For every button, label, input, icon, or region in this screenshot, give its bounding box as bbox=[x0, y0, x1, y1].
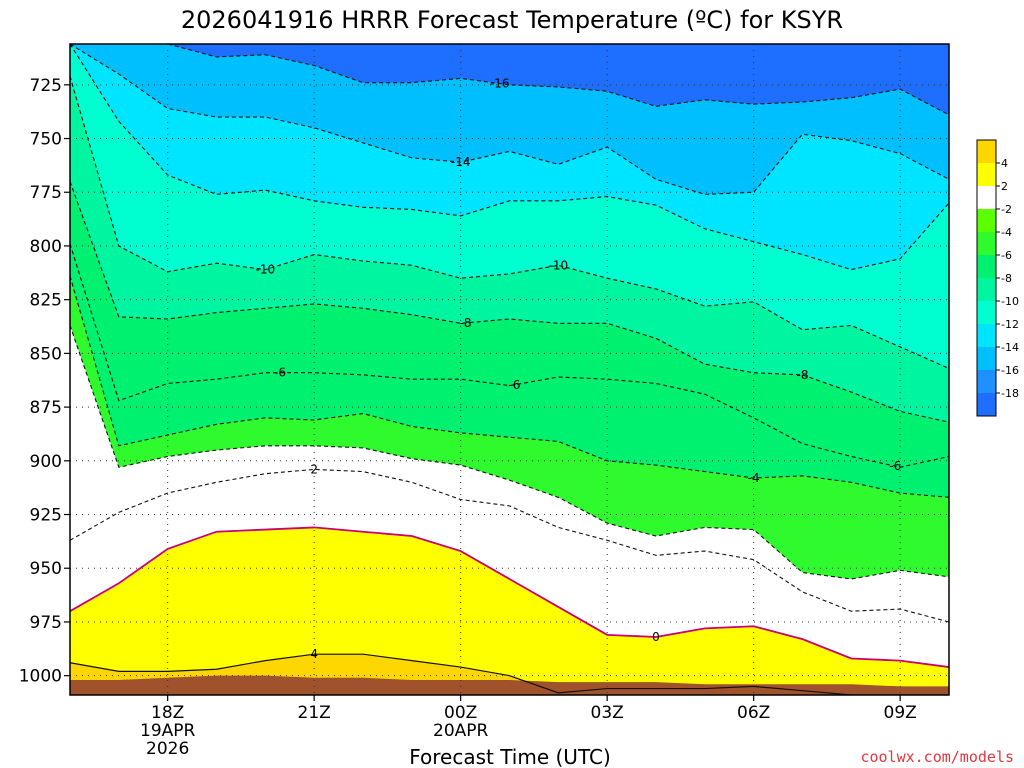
colorbar-label: -4 bbox=[1001, 226, 1012, 239]
plot-area: -16 -14 -10 -10 -8 -8 -6 -6 -6 -4 2 0 4 bbox=[69, 43, 950, 696]
colorbar-label: -16 bbox=[1001, 364, 1019, 377]
contour-label-text: -6 bbox=[508, 378, 520, 392]
contour-label-text: -6 bbox=[274, 366, 286, 380]
contour-label: 0 bbox=[652, 630, 660, 644]
y-tick-label: 800 bbox=[30, 237, 62, 257]
contour-line-2 bbox=[70, 468, 949, 623]
chart-title: 2026041916 HRRR Forecast Temperature (ºC… bbox=[181, 6, 843, 34]
band-below-0 bbox=[70, 527, 949, 695]
colorbar-swatch bbox=[977, 278, 996, 301]
contour-label-text: -16 bbox=[490, 77, 510, 91]
colorbar-swatch bbox=[977, 370, 996, 393]
colorbar-swatch bbox=[977, 393, 996, 416]
contour-label: -6 bbox=[889, 459, 901, 473]
contour-label: -10 bbox=[549, 258, 569, 272]
x-tick-label: 00Z bbox=[444, 703, 477, 723]
y-tick-label: 925 bbox=[30, 506, 62, 526]
contour-line-0 bbox=[70, 526, 949, 668]
contour-line--2 bbox=[70, 325, 949, 580]
y-tick-label: 950 bbox=[30, 559, 62, 579]
x-tick-label: 21Z bbox=[298, 703, 331, 723]
contour-label-text: -10 bbox=[549, 258, 569, 272]
x-tick-date: 19APR bbox=[140, 721, 196, 741]
contour-label-text: -14 bbox=[451, 155, 471, 169]
y-tick-label: 825 bbox=[30, 291, 62, 311]
credit-text: coolwx.com/models bbox=[860, 748, 1014, 766]
colorbar-label: -14 bbox=[1001, 341, 1019, 354]
colorbar-label: -18 bbox=[1001, 387, 1019, 400]
contour-lines bbox=[70, 44, 949, 695]
contour-line-4 bbox=[70, 653, 949, 695]
colorbar-label: 4 bbox=[1001, 157, 1008, 170]
colorbar-swatch bbox=[977, 232, 996, 255]
x-tick-label: 03Z bbox=[591, 703, 624, 723]
colorbar-swatch bbox=[977, 163, 996, 186]
contour-line--16 bbox=[70, 44, 949, 116]
x-axis-label: Forecast Time (UTC) bbox=[409, 745, 611, 768]
x-tick-label: 09Z bbox=[884, 703, 917, 723]
colorbar-swatch bbox=[977, 255, 996, 278]
x-tick-label: 18Z bbox=[151, 703, 184, 723]
colorbar-label: -8 bbox=[1001, 272, 1012, 285]
colorbar-label: -6 bbox=[1001, 249, 1012, 262]
contour-label-text: -8 bbox=[460, 316, 472, 330]
contour-labels: -16 -14 -10 -10 -8 -8 -6 -6 -6 -4 2 0 4 bbox=[256, 77, 902, 662]
contour-label: -8 bbox=[460, 316, 472, 330]
colorbar-swatch bbox=[977, 301, 996, 324]
contour-label: -4 bbox=[748, 471, 760, 485]
y-tick-label: 1000 bbox=[19, 667, 62, 687]
y-tick-label: 775 bbox=[30, 183, 62, 203]
surface-fill bbox=[70, 675, 949, 695]
y-tick-label: 900 bbox=[30, 452, 62, 472]
contour-label: -16 bbox=[490, 77, 510, 91]
contour-label-text: -10 bbox=[256, 263, 276, 277]
plot-frame bbox=[69, 43, 950, 696]
contour-label: -6 bbox=[274, 366, 286, 380]
contour-label-text: -8 bbox=[797, 368, 809, 382]
colorbar-label: -10 bbox=[1001, 295, 1019, 308]
colorbar-swatch bbox=[977, 347, 996, 370]
contour-label-text: 2 bbox=[310, 462, 318, 476]
x-tick-year: 2026 bbox=[146, 739, 189, 759]
colorbar-swatch bbox=[977, 209, 996, 232]
contour-line--10 bbox=[70, 76, 949, 369]
contour-label-text: -4 bbox=[748, 471, 760, 485]
colorbar-swatch bbox=[977, 186, 996, 209]
temperature-bands bbox=[70, 44, 949, 695]
y-tick-label: 750 bbox=[30, 130, 62, 150]
colorbar-label: -2 bbox=[1001, 203, 1012, 216]
contour-label: -14 bbox=[451, 155, 471, 169]
contour-line--4 bbox=[70, 275, 949, 498]
colorbar-label: -12 bbox=[1001, 318, 1019, 331]
terrain-surface bbox=[70, 675, 949, 695]
contour-label-text: -6 bbox=[889, 459, 901, 473]
colorbar-legend: 4 2 -2 -4 -6 -8 -10 -12 -14 -16 -18 bbox=[976, 139, 1019, 417]
contour-label: -8 bbox=[797, 368, 809, 382]
contour-label: -6 bbox=[508, 378, 520, 392]
y-tick-label: 850 bbox=[30, 344, 62, 364]
colorbar-swatch bbox=[977, 140, 996, 163]
x-tick-label: 06Z bbox=[737, 703, 770, 723]
contour-line--12 bbox=[70, 44, 949, 271]
y-tick-label: 975 bbox=[30, 613, 62, 633]
pressure-axis: 725 750 775 800 825 850 875 900 925 950 975 1000 bbox=[19, 76, 70, 687]
colorbar-swatch bbox=[977, 324, 996, 347]
x-tick-date: 20APR bbox=[433, 721, 489, 741]
y-tick-label: 725 bbox=[30, 76, 62, 96]
contour-label: -10 bbox=[256, 263, 276, 277]
contour-label: 4 bbox=[310, 647, 318, 661]
grid-lines bbox=[70, 44, 949, 695]
y-tick-label: 875 bbox=[30, 398, 62, 418]
contour-label: 2 bbox=[310, 462, 318, 476]
colorbar-label: 2 bbox=[1001, 180, 1008, 193]
contour-label-text: 4 bbox=[310, 647, 318, 661]
contour-label-text: 0 bbox=[652, 630, 660, 644]
